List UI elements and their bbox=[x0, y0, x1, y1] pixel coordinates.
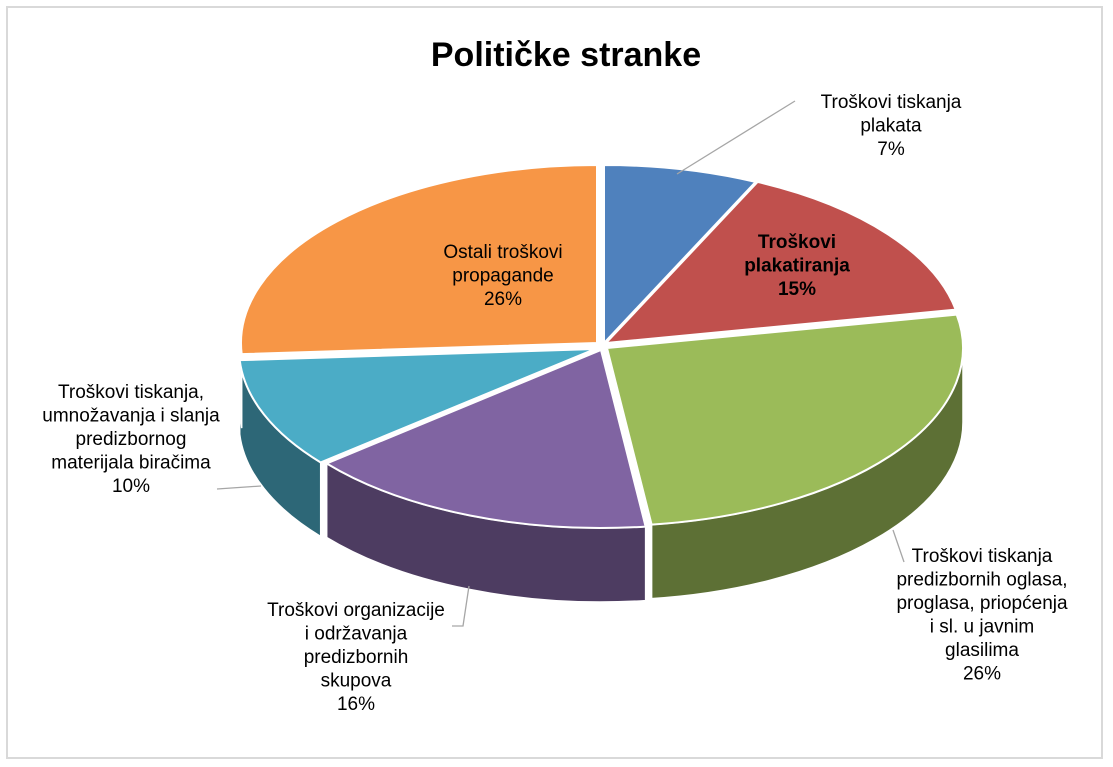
slice-2 bbox=[605, 313, 964, 526]
slice-category-label: Troškovi tiskanja bbox=[821, 92, 962, 113]
slice-category-label: skupova bbox=[321, 671, 392, 692]
slice-value-label: 7% bbox=[877, 139, 905, 160]
slice-0 bbox=[603, 163, 758, 346]
slice-4 bbox=[238, 348, 596, 464]
slice-label-3: Troškovi organizacije i održavanja predizb… bbox=[267, 600, 445, 715]
slice-category-label: proglasa, priopćenja bbox=[896, 593, 1068, 614]
pie-top-faces bbox=[238, 163, 964, 529]
slice-category-label: Troškovi organizacije bbox=[267, 600, 445, 621]
slice-1 bbox=[603, 180, 958, 345]
slice-category-label: Troškovi tiskanja, bbox=[58, 382, 204, 403]
slice-label-0: Troškovi tiskanja plakata 7% bbox=[821, 92, 962, 160]
slice-label-5: Ostali troškovi propagande 26% bbox=[443, 242, 562, 310]
slice-category-label: i održavanja bbox=[305, 624, 408, 645]
slice-category-label: Troškovi tiskanja bbox=[912, 546, 1053, 567]
slice-category-label: predizbornog bbox=[76, 429, 187, 450]
leader-line-4 bbox=[216, 485, 262, 490]
slice-side-5 bbox=[240, 342, 243, 429]
slice-category-label: materijala biračima bbox=[51, 453, 211, 474]
slice-label-2: Troškovi tiskanja predizbornih oglasa, pro… bbox=[896, 546, 1068, 685]
slice-category-label: i sl. u javnim bbox=[930, 617, 1035, 638]
slice-value-label: 16% bbox=[337, 694, 375, 715]
slice-5 bbox=[240, 163, 598, 356]
slice-value-label: 15% bbox=[778, 279, 816, 300]
slice-category-label: glasilima bbox=[945, 640, 1019, 661]
leader-line-0 bbox=[676, 100, 796, 175]
leader-line-3 bbox=[452, 585, 470, 627]
leader-line-2 bbox=[892, 529, 905, 563]
slice-value-label: 10% bbox=[112, 476, 150, 497]
chart-title: Političke stranke bbox=[431, 36, 701, 74]
slice-category-label: Ostali troškovi bbox=[443, 242, 562, 263]
slice-category-label: plakatiranja bbox=[744, 256, 850, 277]
slice-labels: Troškovi tiskanja plakata 7% Troškovi plakat… bbox=[42, 92, 1068, 715]
slice-category-label: propagande bbox=[452, 266, 553, 287]
label-leader-lines bbox=[216, 100, 905, 627]
slice-value-label: 26% bbox=[963, 664, 1001, 685]
slice-category-label: predizbornih oglasa, bbox=[896, 570, 1067, 591]
slice-label-4: Troškovi tiskanja, umnožavanja i slanja pr… bbox=[42, 382, 220, 497]
slice-category-label: umnožavanja i slanja bbox=[42, 406, 220, 427]
slice-3 bbox=[324, 348, 647, 529]
slice-category-label: predizbornih bbox=[304, 647, 409, 668]
slice-category-label: Troškovi bbox=[758, 232, 836, 253]
slice-category-label: plakata bbox=[860, 116, 922, 137]
slice-label-1: Troškovi plakatiranja 15% bbox=[744, 232, 850, 300]
slice-value-label: 26% bbox=[484, 289, 522, 310]
